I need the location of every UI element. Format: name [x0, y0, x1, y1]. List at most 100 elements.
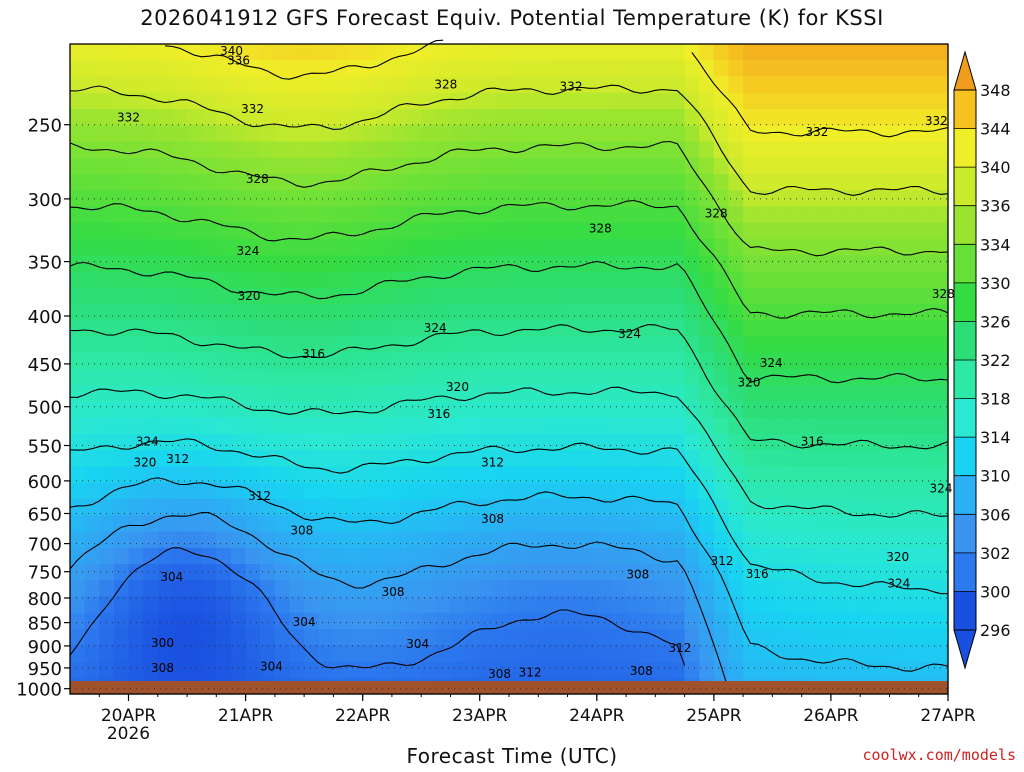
- heatmap-cell: [333, 402, 348, 419]
- heatmap-cell: [202, 125, 217, 142]
- heatmap-cell: [319, 645, 334, 662]
- heatmap-cell: [538, 77, 553, 94]
- heatmap-cell: [904, 353, 919, 370]
- heatmap-cell: [348, 109, 363, 126]
- heatmap-cell: [611, 450, 626, 467]
- heatmap-cell: [641, 645, 656, 662]
- heatmap-cell: [919, 532, 934, 549]
- heatmap-cell: [582, 662, 597, 679]
- heatmap-cell: [450, 418, 465, 435]
- heatmap-cell: [714, 288, 729, 305]
- heatmap-cell: [655, 369, 670, 386]
- heatmap-cell: [582, 272, 597, 289]
- heatmap-cell: [860, 515, 875, 532]
- heatmap-cell: [509, 629, 524, 646]
- heatmap-cell: [407, 60, 422, 77]
- x-tick-label: 25APR: [686, 706, 742, 726]
- heatmap-cell: [246, 190, 261, 207]
- heatmap-cell: [70, 369, 85, 386]
- heatmap-cell: [172, 223, 187, 240]
- y-tick-label: 750: [28, 563, 62, 584]
- heatmap-cell: [758, 158, 773, 175]
- heatmap-cell: [802, 272, 817, 289]
- heatmap-cell: [875, 255, 890, 272]
- heatmap-cell: [597, 450, 612, 467]
- heatmap-cell: [524, 207, 539, 224]
- heatmap-cell: [524, 93, 539, 110]
- heatmap-cell: [831, 515, 846, 532]
- heatmap-cell: [509, 418, 524, 435]
- heatmap-cell: [407, 158, 422, 175]
- heatmap-cell: [904, 109, 919, 126]
- heatmap-cell: [597, 515, 612, 532]
- heatmap-cell: [143, 125, 158, 142]
- heatmap-cell: [158, 385, 173, 402]
- heatmap-cell: [246, 450, 261, 467]
- heatmap-cell: [538, 142, 553, 159]
- heatmap-cell: [465, 434, 480, 451]
- heatmap-cell: [377, 125, 392, 142]
- heatmap-cell: [904, 304, 919, 321]
- heatmap-cell: [626, 272, 641, 289]
- heatmap-cell: [494, 223, 509, 240]
- heatmap-cell: [85, 597, 100, 614]
- heatmap-cell: [597, 109, 612, 126]
- heatmap-cell: [450, 207, 465, 224]
- heatmap-cell: [494, 385, 509, 402]
- heatmap-cell: [421, 369, 436, 386]
- heatmap-cell: [787, 239, 802, 256]
- heatmap-cell: [436, 158, 451, 175]
- heatmap-cell: [187, 142, 202, 159]
- heatmap-cell: [187, 645, 202, 662]
- heatmap-cell: [919, 304, 934, 321]
- heatmap-cell: [216, 272, 231, 289]
- heatmap-cell: [231, 142, 246, 159]
- heatmap-cell: [129, 158, 144, 175]
- heatmap-cell: [875, 207, 890, 224]
- heatmap-cell: [816, 158, 831, 175]
- heatmap-cell: [143, 44, 158, 61]
- heatmap-cell: [187, 515, 202, 532]
- heatmap-cell: [860, 207, 875, 224]
- colorbar-label: 348: [980, 81, 1011, 100]
- heatmap-cell: [670, 483, 685, 500]
- heatmap-cell: [304, 190, 319, 207]
- heatmap-cell: [216, 564, 231, 581]
- heatmap-cell: [597, 255, 612, 272]
- heatmap-cell: [802, 93, 817, 110]
- heatmap-cell: [889, 483, 904, 500]
- heatmap-cell: [421, 548, 436, 565]
- heatmap-cell: [480, 223, 495, 240]
- heatmap-cell: [816, 483, 831, 500]
- heatmap-cell: [363, 174, 378, 191]
- x-tick-label: 20APR: [101, 706, 157, 726]
- heatmap-cell: [875, 304, 890, 321]
- heatmap-cell: [480, 532, 495, 549]
- heatmap-cell: [524, 613, 539, 630]
- heatmap-cell: [904, 629, 919, 646]
- heatmap-cell: [802, 158, 817, 175]
- heatmap-cell: [831, 418, 846, 435]
- heatmap-cell: [787, 158, 802, 175]
- heatmap-cell: [363, 629, 378, 646]
- heatmap-cell: [816, 467, 831, 484]
- heatmap-cell: [114, 304, 129, 321]
- heatmap-cell: [904, 255, 919, 272]
- heatmap-cell: [816, 662, 831, 679]
- heatmap-cell: [143, 239, 158, 256]
- heatmap-cell: [450, 483, 465, 500]
- heatmap-cell: [290, 402, 305, 419]
- heatmap-cell: [85, 223, 100, 240]
- heatmap-cell: [524, 337, 539, 354]
- heatmap-cell: [436, 223, 451, 240]
- heatmap-cell: [216, 434, 231, 451]
- contour-label: 320: [133, 456, 156, 470]
- heatmap-cell: [421, 304, 436, 321]
- heatmap-cell: [275, 190, 290, 207]
- heatmap-cell: [655, 60, 670, 77]
- heatmap-cell: [582, 353, 597, 370]
- heatmap-cell: [875, 467, 890, 484]
- heatmap-cell: [772, 580, 787, 597]
- heatmap-cell: [772, 613, 787, 630]
- heatmap-cell: [568, 369, 583, 386]
